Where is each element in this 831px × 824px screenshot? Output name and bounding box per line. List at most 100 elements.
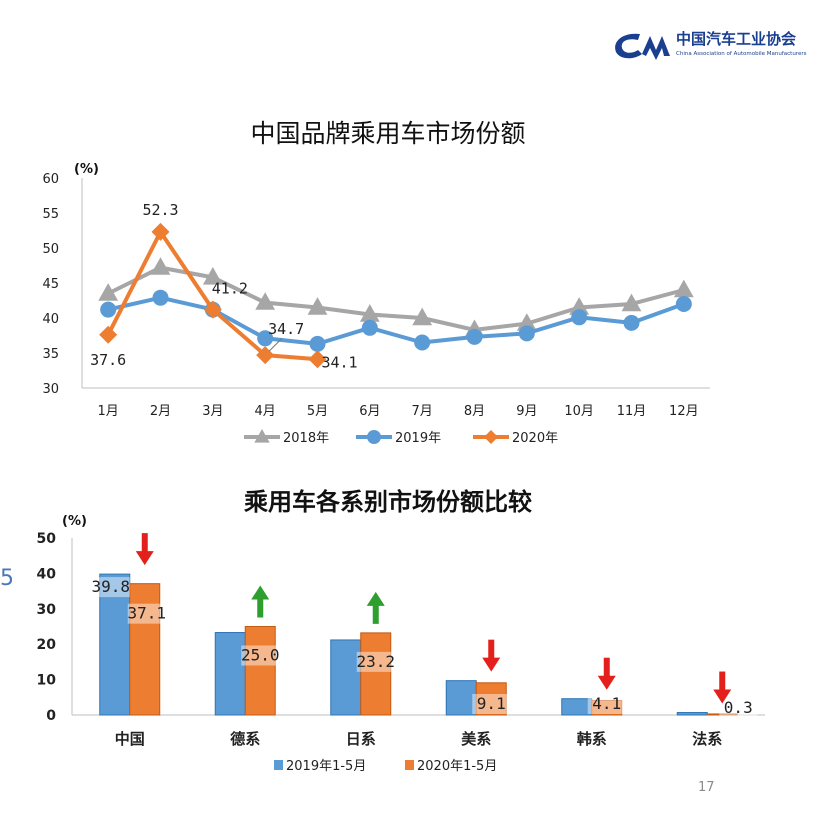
line-data-label: 52.3 (142, 201, 178, 219)
line-x-tick-label: 12月 (669, 404, 699, 419)
line-x-tick-label: 10月 (564, 404, 594, 419)
bar-data-label-bg (91, 577, 130, 598)
line-point (361, 319, 378, 336)
line-data-label: 34.7 (268, 320, 304, 338)
line-point (152, 289, 169, 306)
line-legend-item: 2018年 (244, 428, 329, 446)
bar (676, 712, 708, 716)
line-series-2 (99, 222, 327, 369)
line-point (569, 297, 590, 315)
line-point (308, 350, 327, 369)
bar-legend-item: 2019年1-5月 (274, 759, 366, 774)
trend-down-arrow-icon (135, 533, 154, 566)
bar-x-tick-label: 美系 (461, 730, 491, 748)
bar (129, 583, 161, 716)
bar-series-1 (129, 583, 738, 716)
arrow-shaft (141, 533, 148, 554)
line-point (673, 279, 694, 298)
bar-x-tick-label: 韩系 (577, 730, 607, 748)
legend-swatch-marker (254, 428, 270, 443)
line-y-tick-label: 30 (42, 382, 59, 397)
line-point (203, 300, 222, 319)
bar-y-tick-label: 50 (37, 531, 57, 547)
bar-x-tick-label: 法系 (692, 730, 722, 748)
line-y-tick-label: 60 (42, 172, 59, 187)
bar-data-label: 4.1 (592, 694, 621, 713)
bar-y-tick-label: 0 (46, 708, 56, 724)
trend-down-arrow-icon (713, 671, 732, 704)
arrow-head (597, 675, 616, 690)
bar (706, 713, 738, 716)
line-series-1 (100, 289, 692, 352)
line-point (412, 307, 433, 326)
bar-data-label-bg (587, 694, 626, 714)
arrow-head (482, 657, 501, 672)
side-mark: 5 (0, 566, 14, 591)
line-x-tick-label: 2月 (150, 404, 171, 419)
line-point (150, 257, 171, 275)
line-x-tick-label: 5月 (307, 404, 328, 419)
line-series-path (107, 265, 685, 332)
bar-y-unit: (%) (62, 514, 87, 529)
bar (475, 682, 507, 716)
bar-series-0 (99, 573, 708, 716)
line-point (516, 313, 537, 331)
line-x-tick-label: 8月 (464, 404, 485, 419)
line-x-tick-label: 4月 (255, 404, 276, 419)
line-x-tick-label: 1月 (98, 404, 119, 419)
line-y-tick-label: 35 (42, 347, 59, 362)
bar-chart: 乘用车各系别市场份额比较 (%) 0 10 20 30 40 50 中国 德系 日系 美系 韩系 法系 39… (37, 488, 765, 774)
bar-data-label: 39.8 (91, 577, 130, 596)
bar (360, 632, 392, 716)
line-legend-item: 2019年 (356, 430, 441, 446)
line-point (202, 267, 223, 285)
line-point (307, 297, 328, 315)
bar-x-tick-label: 中国 (115, 730, 145, 748)
bar (99, 573, 131, 716)
bar-x-tick-label: 德系 (230, 730, 260, 748)
legend-swatch-marker (367, 430, 381, 444)
arrow-head (135, 551, 154, 566)
arrow-head (251, 585, 270, 600)
arrow-head (366, 591, 385, 606)
line-legend-label: 2019年 (395, 431, 441, 446)
bar-data-label-bg (127, 603, 166, 624)
arrow-shaft (257, 597, 264, 618)
line-point (309, 335, 326, 352)
line-x-tick-label: 7月 (412, 404, 433, 419)
line-y-tick-label: 40 (42, 312, 59, 327)
line-point (621, 293, 642, 312)
page-number: 17 (698, 780, 715, 795)
line-y-tick-label: 55 (42, 207, 59, 222)
logo-name-en: China Association of Automobile Manufact… (676, 51, 807, 57)
bar-legend-item: 2020年1-5月 (405, 759, 497, 774)
line-point (100, 301, 117, 318)
line-legend-label: 2020年 (512, 431, 558, 446)
line-point (675, 296, 692, 312)
line-legend-item: 2020年 (473, 430, 558, 446)
trend-up-arrow-icon (251, 585, 270, 618)
bar (244, 626, 276, 716)
bar-data-label: 9.1 (477, 694, 506, 713)
legend-swatch-marker (484, 430, 498, 444)
bar (445, 680, 477, 716)
bar-y-tick-label: 40 (37, 566, 57, 582)
bar-data-label: 37.1 (127, 604, 166, 623)
trend-down-arrow-icon (482, 639, 501, 672)
bar-data-label-bg (241, 645, 280, 666)
line-label-leader (268, 337, 283, 352)
bar-legend-label: 2019年1-5月 (286, 759, 366, 774)
bar (214, 632, 246, 716)
line-x-tick-label: 9月 (516, 404, 537, 419)
bar-data-label: 0.3 (724, 698, 753, 717)
line-point (99, 325, 118, 344)
line-point (571, 309, 588, 326)
bar-data-label: 25.0 (241, 646, 280, 665)
line-legend-label: 2018年 (283, 431, 329, 446)
line-point (255, 292, 276, 310)
logo-name-cn: 中国汽车工业协会 (676, 30, 797, 48)
line-point (623, 314, 640, 331)
line-point (257, 330, 274, 347)
bar-chart-title: 乘用车各系别市场份额比较 (243, 488, 532, 516)
legend-swatch (274, 760, 283, 770)
